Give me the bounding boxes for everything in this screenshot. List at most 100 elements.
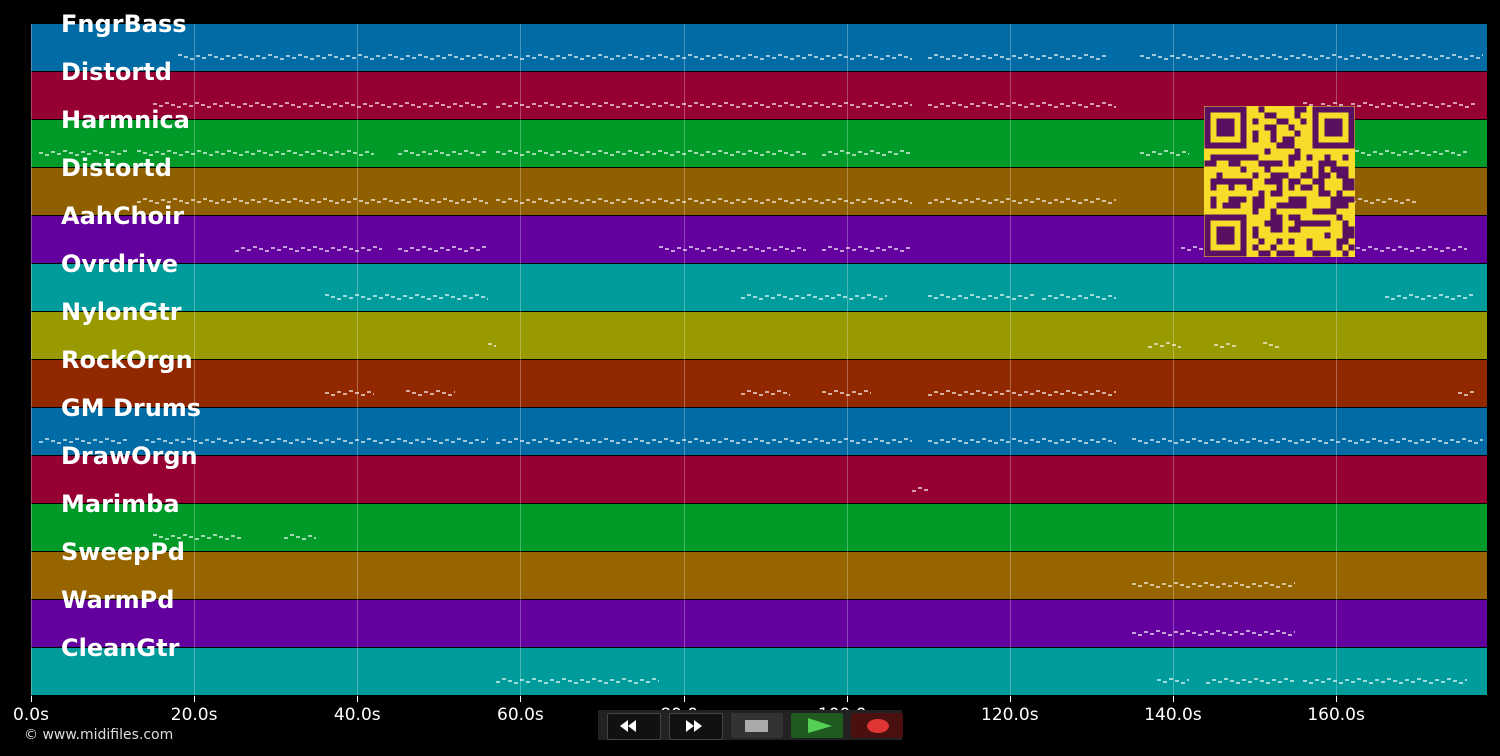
note-group (1132, 630, 1296, 636)
track-label: Ovrdrive (61, 250, 179, 278)
axis-tick-label: 20.0s (170, 705, 218, 725)
note-group (911, 487, 928, 492)
track-lane[interactable] (31, 360, 1487, 407)
note-group (39, 150, 128, 156)
track-lane[interactable] (31, 312, 1487, 359)
note-group (740, 294, 888, 300)
axis-tick-label: 120.0s (981, 705, 1039, 725)
note-group (1205, 678, 1294, 684)
track-label: SweepPd (61, 538, 185, 566)
axis-tick (683, 696, 685, 702)
track-label: Harmnica (61, 106, 190, 134)
note-group (234, 246, 382, 252)
gridline (1172, 24, 1174, 696)
axis-tick (1172, 696, 1174, 702)
note-group (1385, 294, 1474, 300)
note-group (1262, 342, 1279, 348)
track-label: FngrBass (61, 10, 187, 38)
rewind-button[interactable] (607, 713, 661, 740)
note-group (324, 294, 488, 300)
track-label: WarmPd (61, 586, 175, 614)
transport-controls (598, 710, 903, 740)
track-lane[interactable] (31, 408, 1487, 455)
axis-tick (520, 696, 522, 702)
track-label: CleanGtr (61, 634, 180, 662)
note-group (406, 390, 456, 396)
note-group (822, 150, 911, 156)
note-group (928, 294, 1035, 300)
axis-tick (357, 696, 359, 702)
note-group (1132, 582, 1296, 588)
axis-tick-label: 60.0s (497, 705, 544, 725)
note-group (495, 150, 806, 156)
note-group (1213, 342, 1239, 348)
note-group (145, 438, 488, 444)
axis-tick (846, 696, 848, 702)
note-group (283, 534, 317, 540)
note-group (1303, 102, 1475, 108)
note-group (822, 246, 911, 252)
note-group (487, 343, 496, 347)
gridline (520, 24, 522, 696)
track-lane[interactable] (31, 504, 1487, 551)
axis-tick-label: 160.0s (1307, 705, 1365, 725)
axis-tick-label: 140.0s (1144, 705, 1202, 725)
axis-tick-label: 40.0s (333, 705, 381, 725)
note-group (495, 678, 660, 684)
note-group (928, 54, 1107, 60)
gridline (846, 24, 848, 696)
gridline (194, 24, 196, 696)
track-label: RockOrgn (61, 346, 193, 374)
record-button[interactable] (851, 713, 903, 738)
note-group (1458, 391, 1475, 396)
note-group (1140, 54, 1483, 60)
note-group (177, 54, 912, 60)
play-button[interactable] (791, 713, 843, 738)
gridline (31, 24, 32, 696)
track-lane[interactable] (31, 264, 1487, 311)
track-label: GM Drums (61, 394, 202, 422)
note-group (39, 438, 128, 444)
axis-tick (1009, 696, 1011, 702)
axis-tick-label: 0.0s (13, 705, 49, 725)
stop-icon (745, 720, 768, 732)
track-lane[interactable] (31, 552, 1487, 599)
track-label: NylonGtr (61, 298, 182, 326)
stop-button[interactable] (731, 713, 783, 738)
qr-code-icon (1204, 106, 1355, 257)
note-group (928, 438, 1116, 444)
note-group (324, 390, 374, 396)
record-icon (867, 719, 889, 733)
note-group (495, 198, 912, 204)
note-group (398, 246, 487, 252)
track-lane[interactable] (31, 24, 1487, 71)
fast-forward-icon (686, 720, 702, 732)
note-group (1132, 438, 1483, 444)
note-group (1140, 150, 1190, 156)
note-group (1042, 294, 1116, 300)
note-group (740, 390, 790, 396)
gridline (1336, 24, 1338, 696)
copyright-text: © www.midifiles.com (24, 727, 174, 743)
gridline (357, 24, 359, 696)
rewind-icon (620, 720, 636, 732)
note-group (928, 390, 1116, 396)
gridline (683, 24, 685, 696)
note-group (137, 150, 374, 156)
play-icon (808, 718, 832, 733)
axis-tick (31, 696, 32, 702)
fast-forward-button[interactable] (669, 713, 723, 740)
note-group (659, 246, 806, 252)
note-group (1156, 678, 1190, 684)
track-lane[interactable] (31, 600, 1487, 647)
track-lane[interactable] (31, 456, 1487, 503)
note-group (153, 102, 488, 108)
note-group (928, 198, 1116, 204)
track-label: Distortd (61, 154, 172, 182)
track-label: Distortd (61, 58, 172, 86)
track-lane[interactable] (31, 648, 1487, 695)
gridline (1009, 24, 1011, 696)
note-group (1303, 678, 1467, 684)
note-group (1148, 342, 1182, 348)
